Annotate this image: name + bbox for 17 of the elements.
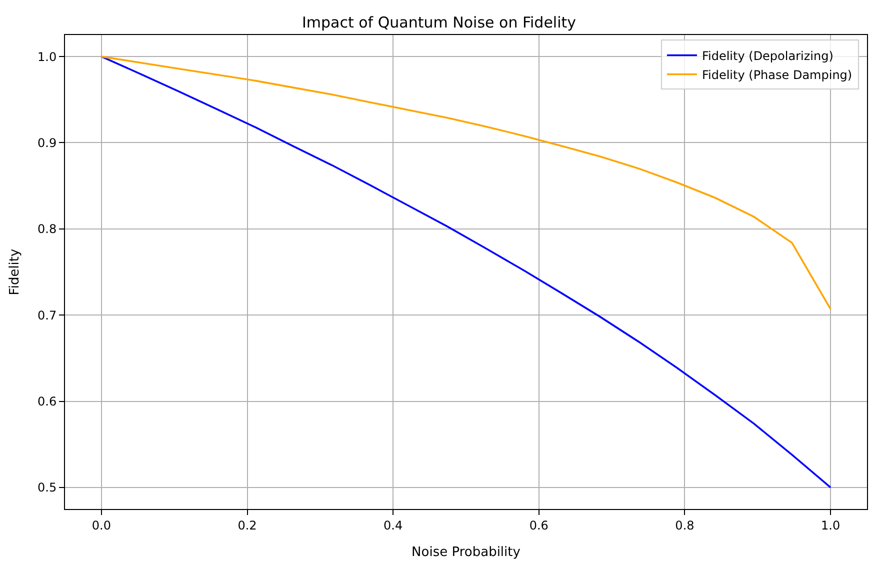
y-axis-title: Fidelity (7, 248, 22, 296)
y-tick-label: 0.8 (38, 222, 57, 236)
x-tick-label: 0.0 (92, 518, 111, 532)
x-tick-label: 0.8 (675, 518, 694, 532)
x-tick-label: 0.6 (529, 518, 548, 532)
y-tick-label: 0.6 (38, 394, 57, 408)
chart-title: Impact of Quantum Noise on Fidelity (302, 14, 576, 32)
x-tick-label: 0.2 (238, 518, 257, 532)
legend-label: Fidelity (Phase Damping) (702, 68, 852, 82)
y-tick-label: 0.5 (38, 480, 57, 495)
x-tick-label: 1.0 (821, 518, 840, 532)
x-axis-title: Noise Probability (412, 545, 521, 560)
y-tick-label: 1.0 (38, 50, 57, 64)
legend-label: Fidelity (Depolarizing) (702, 48, 834, 63)
y-tick-label: 0.7 (38, 308, 57, 322)
y-tick-label: 0.9 (38, 136, 57, 150)
x-tick-label: 0.4 (384, 518, 403, 532)
